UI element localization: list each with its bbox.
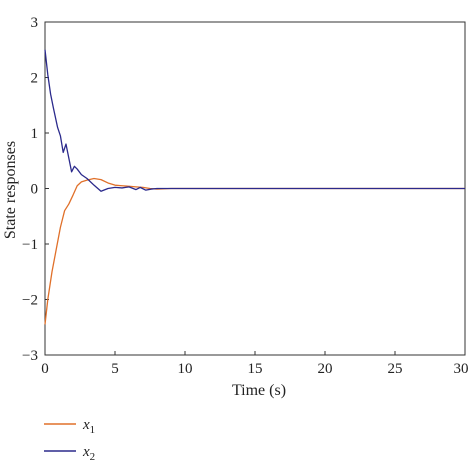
series-line-x1 [44, 177, 465, 325]
y-tick-label: 3 [31, 15, 39, 31]
y-tick-label: 2 [31, 71, 39, 87]
y-tick-label: −1 [22, 237, 38, 253]
y-tick-label: 0 [31, 182, 39, 198]
y-tick-label: −3 [22, 348, 38, 364]
legend-label-x2: x2 [82, 444, 95, 463]
x-tick-label: 10 [178, 361, 193, 377]
y-tick-label: 1 [31, 126, 39, 142]
y-tick-label: −2 [22, 293, 38, 309]
x-axis-title: Time (s) [232, 382, 286, 399]
x-tick-label: 20 [318, 361, 333, 377]
legend: x1 x2 [44, 417, 95, 463]
x-tick-label: 0 [41, 361, 49, 377]
x-tick-label: 15 [248, 361, 263, 377]
series-lines [44, 49, 465, 325]
y-axis-title: State responses [2, 141, 19, 239]
x-tick-label: 25 [388, 361, 403, 377]
x-tick-label: 30 [454, 361, 469, 377]
y-axis: −3 −2 −1 0 1 2 3 [22, 15, 49, 364]
x-axis: 0 5 10 15 20 25 30 [41, 351, 469, 377]
series-line-x2 [44, 49, 465, 192]
x-tick-label: 5 [111, 361, 119, 377]
legend-label-x1: x1 [82, 417, 95, 436]
